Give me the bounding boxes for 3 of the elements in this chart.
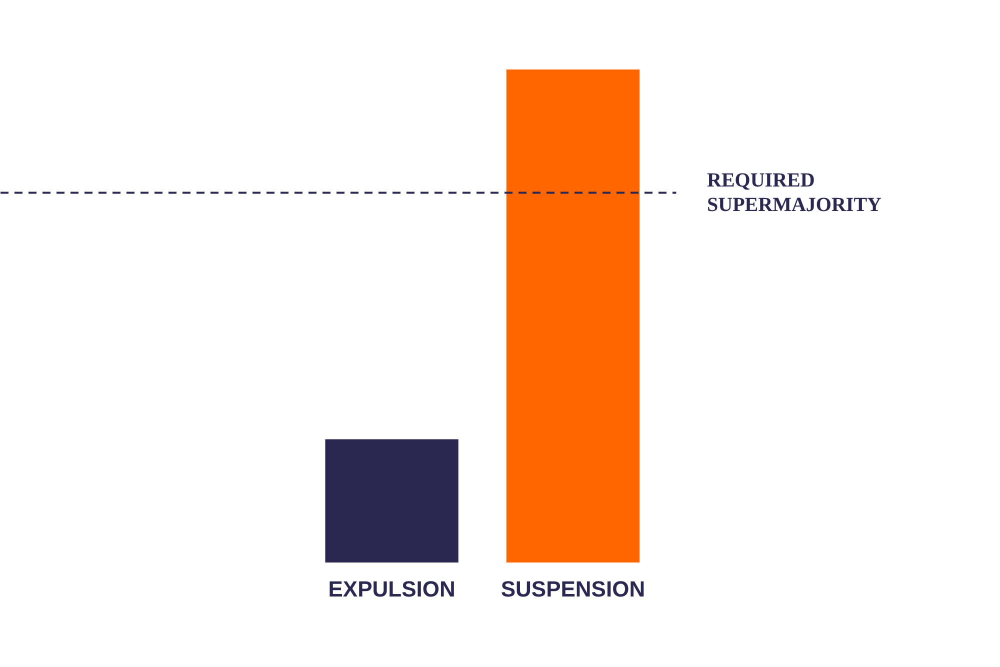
- x-tick-label: EXPULSION: [328, 576, 456, 602]
- x-tick-label: SUSPENSION: [500, 576, 646, 602]
- ref-line-label: REQUIRED SUPERMAJORITY: [707, 170, 882, 216]
